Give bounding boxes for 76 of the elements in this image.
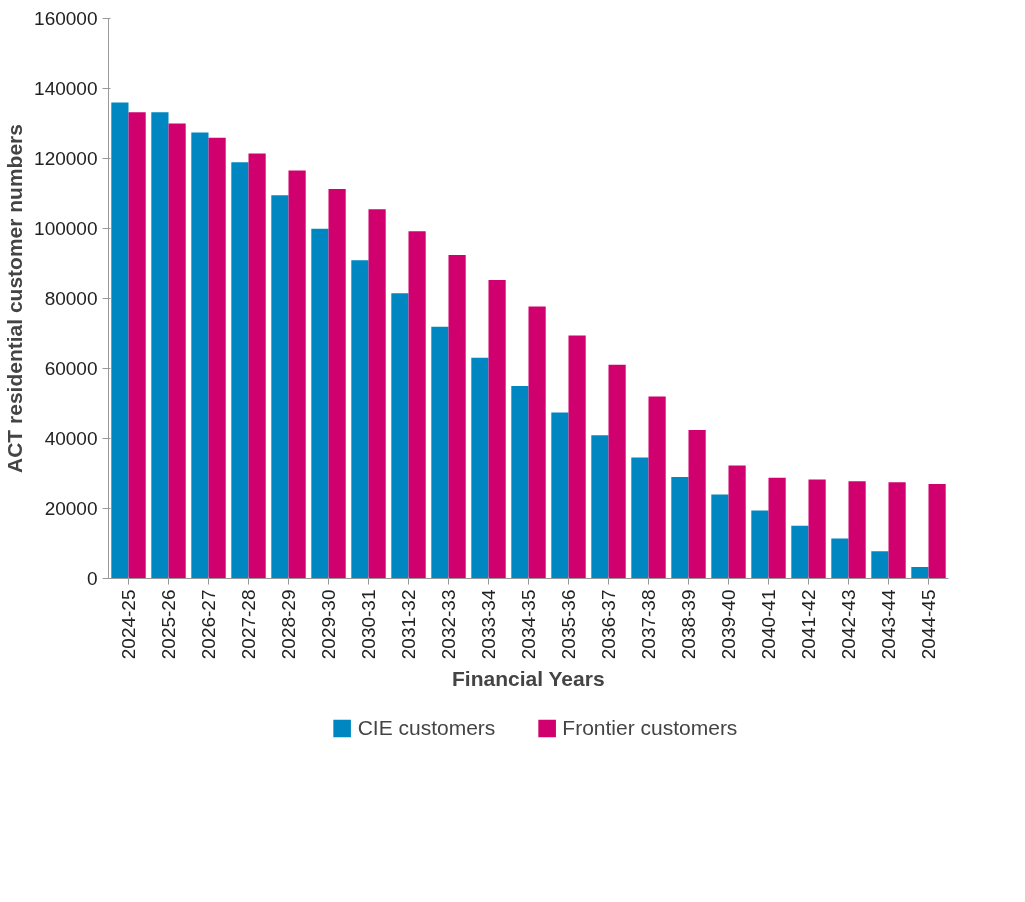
x-tick-label: 2039-40	[718, 589, 739, 660]
y-tick-label: 100000	[34, 218, 98, 239]
bar	[168, 123, 186, 579]
bar	[271, 195, 289, 579]
x-tick-label: 2033-34	[478, 589, 499, 660]
bar	[871, 551, 889, 579]
legend-label: CIE customers	[357, 716, 496, 740]
bar	[351, 260, 369, 579]
bar	[488, 279, 506, 579]
bar	[128, 112, 146, 579]
bar	[448, 255, 466, 579]
bar	[688, 430, 706, 579]
legend-label: Frontier customers	[562, 716, 738, 740]
x-tick-label: 2025-26	[158, 589, 179, 660]
bar	[711, 494, 729, 579]
x-tick-label: 2044-45	[918, 589, 939, 660]
bar	[831, 538, 849, 579]
bar	[608, 364, 626, 579]
bar	[751, 510, 769, 579]
bar	[631, 457, 649, 579]
bar	[328, 188, 346, 579]
x-tick-label: 2042-43	[838, 589, 859, 660]
bar	[191, 132, 209, 579]
bar	[528, 306, 546, 579]
bar	[471, 357, 489, 579]
bar	[728, 465, 746, 579]
y-tick-label: 80000	[44, 288, 98, 309]
bar	[208, 137, 226, 579]
bar	[888, 482, 906, 579]
bar	[288, 170, 306, 579]
x-tick-label: 2036-37	[598, 589, 619, 660]
x-tick-label: 2037-38	[638, 589, 659, 660]
bar	[231, 162, 249, 579]
bar	[928, 484, 946, 579]
bar	[311, 228, 329, 579]
bar	[408, 231, 426, 579]
y-tick-label: 20000	[44, 498, 98, 519]
x-tick-label: 2034-35	[518, 589, 539, 660]
x-tick-label: 2030-31	[358, 589, 379, 660]
y-tick-label: 60000	[44, 358, 98, 379]
x-tick-label: 2032-33	[438, 589, 459, 660]
x-tick-label: 2024-25	[118, 589, 139, 660]
x-axis-title: Financial Years	[452, 667, 605, 691]
bar	[151, 112, 169, 579]
x-tick-label: 2040-41	[758, 589, 779, 660]
y-tick-label: 0	[86, 568, 98, 589]
bar	[511, 386, 529, 579]
bar	[391, 293, 409, 579]
x-tick-label: 2026-27	[198, 589, 219, 660]
x-tick-label: 2028-29	[278, 589, 299, 660]
bar	[591, 435, 609, 579]
bar	[248, 153, 266, 579]
y-tick-label: 120000	[34, 148, 98, 169]
y-tick-label: 40000	[44, 428, 98, 449]
x-tick-label: 2029-30	[318, 589, 339, 660]
y-tick-label: 160000	[34, 8, 98, 29]
x-tick-label: 2035-36	[558, 589, 579, 660]
bar	[808, 479, 826, 579]
bar	[431, 326, 449, 579]
x-tick-label: 2043-44	[878, 589, 899, 660]
bar	[848, 481, 866, 579]
bar	[911, 566, 929, 579]
x-tick-label: 2038-39	[678, 589, 699, 660]
x-tick-label: 2027-28	[238, 589, 259, 660]
y-axis-title: ACT residential customer numbers	[3, 124, 27, 473]
x-tick-label: 2041-42	[798, 589, 819, 660]
bar	[111, 102, 129, 579]
bar	[648, 396, 666, 579]
bar	[768, 477, 786, 579]
bar	[368, 209, 386, 579]
y-tick-label: 140000	[34, 78, 98, 99]
bar	[551, 412, 569, 579]
bar	[791, 525, 809, 579]
bar	[568, 335, 586, 579]
x-tick-label: 2031-32	[398, 589, 419, 660]
bar	[671, 477, 689, 579]
